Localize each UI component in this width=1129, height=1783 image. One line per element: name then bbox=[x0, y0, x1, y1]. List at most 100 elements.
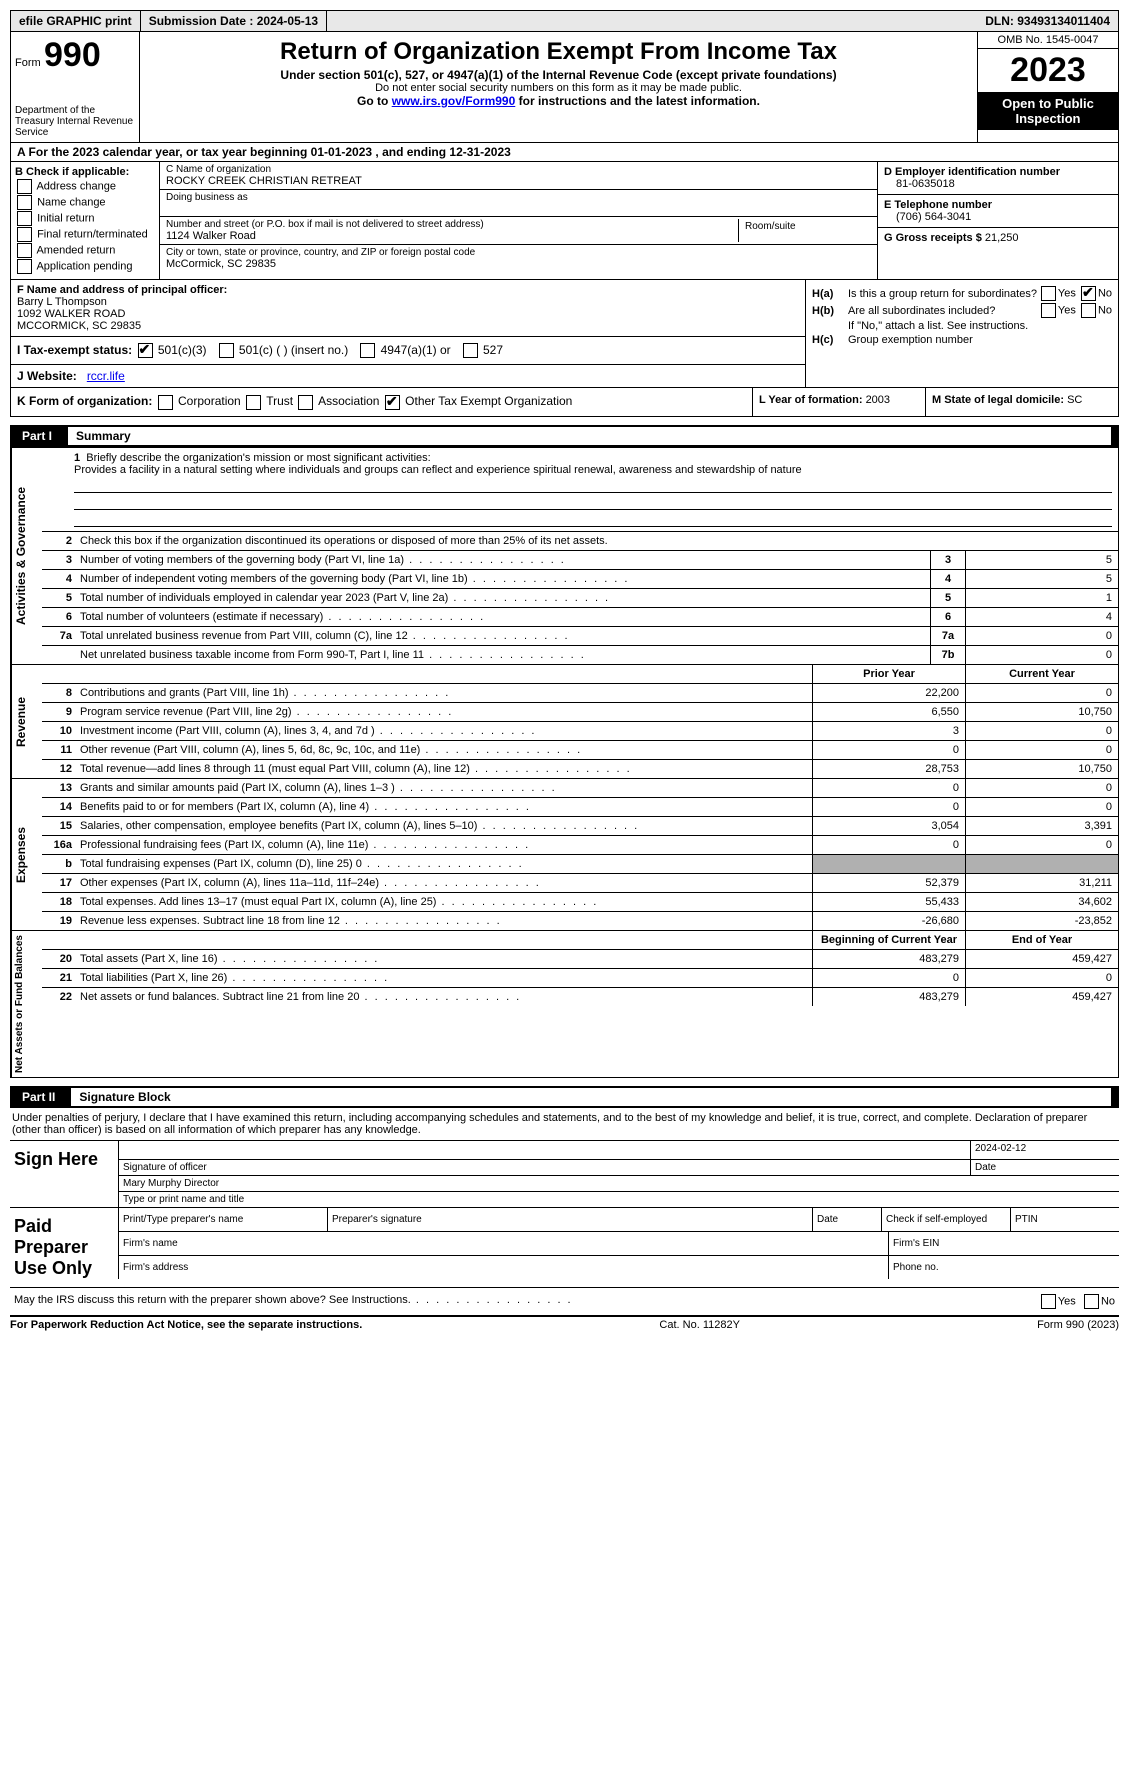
irs-link[interactable]: www.irs.gov/Form990 bbox=[392, 94, 516, 108]
summary-line: 19Revenue less expenses. Subtract line 1… bbox=[42, 912, 1118, 930]
summary-line: 9Program service revenue (Part VIII, lin… bbox=[42, 703, 1118, 722]
box-k: K Form of organization: Corporation Trus… bbox=[11, 388, 752, 415]
discuss-no[interactable] bbox=[1084, 1294, 1099, 1309]
top-bar: efile GRAPHIC print Submission Date : 20… bbox=[10, 10, 1119, 32]
submission-date: Submission Date : 2024-05-13 bbox=[141, 11, 327, 31]
chk-pending[interactable]: Application pending bbox=[15, 259, 155, 274]
k-corp[interactable] bbox=[158, 395, 173, 410]
summary-line: 20Total assets (Part X, line 16)483,2794… bbox=[42, 950, 1118, 969]
box-d: D Employer identification number 81-0635… bbox=[877, 162, 1118, 279]
row-i: I Tax-exempt status: 501(c)(3) 501(c) ( … bbox=[11, 336, 805, 364]
row-klm: K Form of organization: Corporation Trus… bbox=[10, 388, 1119, 416]
sig-date: 2024-02-12 bbox=[970, 1141, 1119, 1159]
summary-line: 13Grants and similar amounts paid (Part … bbox=[42, 779, 1118, 798]
summary-line: bTotal fundraising expenses (Part IX, co… bbox=[42, 855, 1118, 874]
k-assoc[interactable] bbox=[298, 395, 313, 410]
k-trust[interactable] bbox=[246, 395, 261, 410]
net-block: Net Assets or Fund Balances Beginning of… bbox=[10, 931, 1119, 1078]
box-b: B Check if applicable: Address change Na… bbox=[11, 162, 160, 279]
website-link[interactable]: rccr.life bbox=[87, 369, 125, 383]
phone: (706) 564-3041 bbox=[884, 211, 1112, 223]
exp-block: Expenses 13Grants and similar amounts pa… bbox=[10, 779, 1119, 931]
header-center: Return of Organization Exempt From Incom… bbox=[140, 32, 977, 142]
form-number: 990 bbox=[44, 36, 101, 74]
box-l: L Year of formation: 2003 bbox=[752, 388, 925, 415]
summary-line: 12Total revenue—add lines 8 through 11 (… bbox=[42, 760, 1118, 778]
box-h: H(a) Is this a group return for subordin… bbox=[805, 280, 1118, 387]
gross-receipts: 21,250 bbox=[985, 232, 1019, 244]
line-2: 2 Check this box if the organization dis… bbox=[42, 532, 1118, 551]
tab-netassets: Net Assets or Fund Balances bbox=[11, 931, 42, 1077]
chk-4947[interactable] bbox=[360, 343, 375, 358]
paid-preparer-block: Paid Preparer Use Only Print/Type prepar… bbox=[10, 1208, 1119, 1288]
box-c: C Name of organization ROCKY CREEK CHRIS… bbox=[160, 162, 877, 279]
section-bcd: B Check if applicable: Address change Na… bbox=[10, 162, 1119, 280]
discuss-row: May the IRS discuss this return with the… bbox=[10, 1288, 1119, 1317]
box-f: F Name and address of principal officer:… bbox=[11, 280, 805, 336]
efile-label: efile GRAPHIC print bbox=[11, 11, 141, 31]
form-label: Form bbox=[15, 57, 41, 69]
header-sub3: Go to www.irs.gov/Form990 for instructio… bbox=[150, 94, 967, 108]
dept-label: Department of the Treasury Internal Reve… bbox=[15, 105, 135, 138]
tab-governance: Activities & Governance bbox=[11, 448, 42, 664]
k-other[interactable] bbox=[385, 395, 400, 410]
ha-no[interactable] bbox=[1081, 286, 1096, 301]
chk-name[interactable]: Name change bbox=[15, 195, 155, 210]
gov-line: 6Total number of volunteers (estimate if… bbox=[42, 608, 1118, 627]
ha-yes[interactable] bbox=[1041, 286, 1056, 301]
gov-line: 5Total number of individuals employed in… bbox=[42, 589, 1118, 608]
tab-expenses: Expenses bbox=[11, 779, 42, 930]
gov-line: 4Number of independent voting members of… bbox=[42, 570, 1118, 589]
summary-line: 11Other revenue (Part VIII, column (A), … bbox=[42, 741, 1118, 760]
rev-block: Revenue Prior Year Current Year 8Contrib… bbox=[10, 665, 1119, 779]
header-sub1: Under section 501(c), 527, or 4947(a)(1)… bbox=[150, 68, 967, 82]
sign-here-block: Sign Here 2024-02-12 Signature of office… bbox=[10, 1141, 1119, 1208]
header-sub2: Do not enter social security numbers on … bbox=[150, 82, 967, 94]
ein: 81-0635018 bbox=[884, 178, 1112, 190]
row-a: A For the 2023 calendar year, or tax yea… bbox=[10, 143, 1119, 162]
summary-line: 10Investment income (Part VIII, column (… bbox=[42, 722, 1118, 741]
gov-line: 3Number of voting members of the governi… bbox=[42, 551, 1118, 570]
header-left: Form 990 Department of the Treasury Inte… bbox=[11, 32, 140, 142]
hb-yes[interactable] bbox=[1041, 303, 1056, 318]
chk-initial[interactable]: Initial return bbox=[15, 211, 155, 226]
hb-no[interactable] bbox=[1081, 303, 1096, 318]
chk-501c3[interactable] bbox=[138, 343, 153, 358]
summary-line: 22Net assets or fund balances. Subtract … bbox=[42, 988, 1118, 1006]
form-title: Return of Organization Exempt From Incom… bbox=[150, 38, 967, 66]
section-fhij: F Name and address of principal officer:… bbox=[10, 280, 1119, 388]
form-header: Form 990 Department of the Treasury Inte… bbox=[10, 32, 1119, 143]
line-1: 1 Briefly describe the organization's mi… bbox=[42, 448, 1118, 532]
sig-intro: Under penalties of perjury, I declare th… bbox=[10, 1108, 1119, 1141]
row-j: J Website: rccr.life bbox=[11, 364, 805, 387]
chk-527[interactable] bbox=[463, 343, 478, 358]
part2-header: Part II Signature Block bbox=[10, 1086, 1119, 1108]
header-right: OMB No. 1545-0047 2023 Open to Public In… bbox=[977, 32, 1118, 142]
gov-line: Net unrelated business taxable income fr… bbox=[42, 646, 1118, 664]
summary-line: 21Total liabilities (Part X, line 26)00 bbox=[42, 969, 1118, 988]
officer-name: Mary Murphy Director bbox=[118, 1176, 1119, 1191]
discuss-yes[interactable] bbox=[1041, 1294, 1056, 1309]
chk-final[interactable]: Final return/terminated bbox=[15, 227, 155, 242]
summary-line: 14Benefits paid to or for members (Part … bbox=[42, 798, 1118, 817]
mission-text: Provides a facility in a natural setting… bbox=[74, 464, 802, 476]
summary-line: 8Contributions and grants (Part VIII, li… bbox=[42, 684, 1118, 703]
summary-line: 17Other expenses (Part IX, column (A), l… bbox=[42, 874, 1118, 893]
chk-501c[interactable] bbox=[219, 343, 234, 358]
chk-address[interactable]: Address change bbox=[15, 179, 155, 194]
tab-revenue: Revenue bbox=[11, 665, 42, 778]
tax-year: 2023 bbox=[978, 49, 1118, 92]
summary-line: 15Salaries, other compensation, employee… bbox=[42, 817, 1118, 836]
inspection-notice: Open to Public Inspection bbox=[978, 92, 1118, 130]
org-name: ROCKY CREEK CHRISTIAN RETREAT bbox=[166, 175, 871, 187]
org-street: 1124 Walker Road bbox=[166, 230, 738, 242]
box-m: M State of legal domicile: SC bbox=[925, 388, 1118, 415]
org-city: McCormick, SC 29835 bbox=[166, 258, 871, 270]
dln: DLN: 93493134011404 bbox=[977, 11, 1118, 31]
part1-header: Part I Summary bbox=[10, 425, 1119, 447]
omb-number: OMB No. 1545-0047 bbox=[978, 32, 1118, 49]
rev-header: Prior Year Current Year bbox=[42, 665, 1118, 684]
footer: For Paperwork Reduction Act Notice, see … bbox=[10, 1317, 1119, 1333]
chk-amended[interactable]: Amended return bbox=[15, 243, 155, 258]
summary-line: 16aProfessional fundraising fees (Part I… bbox=[42, 836, 1118, 855]
